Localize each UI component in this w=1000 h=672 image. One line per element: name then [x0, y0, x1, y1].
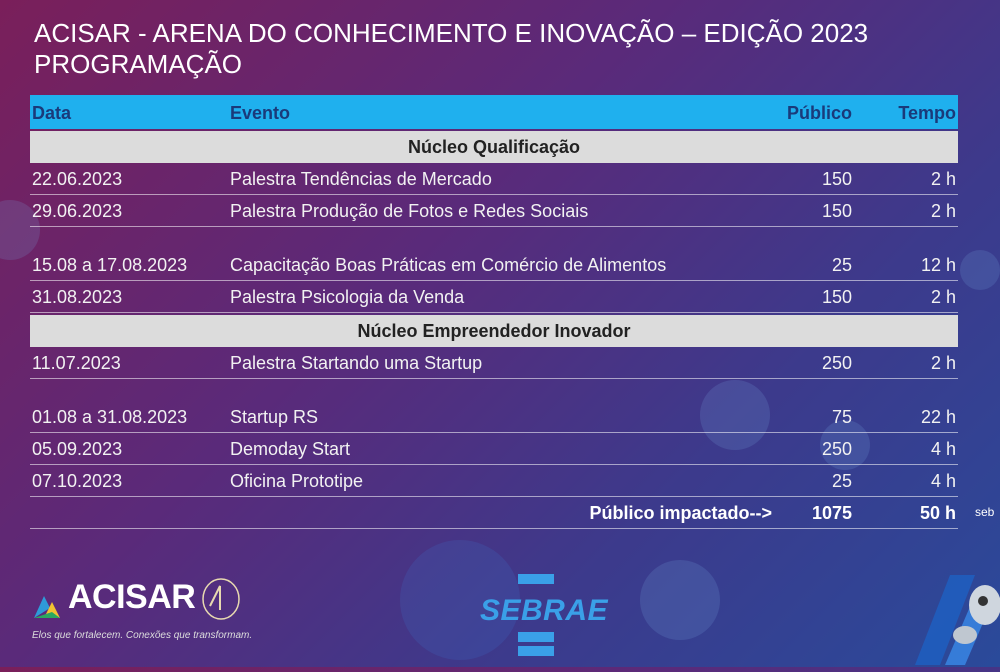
table-row: 11.07.2023 Palestra Startando uma Startu…	[30, 347, 958, 379]
row-time: 12 h	[920, 255, 956, 275]
row-date: 05.09.2023	[32, 439, 123, 459]
section-title: Núcleo Empreendedor Inovador	[30, 315, 958, 347]
bokeh-light	[700, 380, 770, 450]
schedule-table: Data Evento Público Tempo Núcleo Qualifi…	[30, 95, 958, 529]
row-time: 2 h	[930, 353, 956, 373]
table-row: 01.08 a 31.08.2023 Startup RS 75 22 h	[30, 401, 958, 433]
header-date: Data	[32, 103, 72, 123]
row-time: 2 h	[930, 201, 956, 221]
robot-illustration: seb	[905, 505, 1000, 667]
table-row: 05.09.2023 Demoday Start 250 4 h	[30, 433, 958, 465]
row-public: 150	[821, 201, 852, 221]
title-line-1: ACISAR - ARENA DO CONHECIMENTO E INOVAÇÃ…	[34, 18, 869, 48]
row-public: 25	[831, 255, 852, 275]
row-gap	[30, 227, 958, 249]
robot-icon	[915, 575, 1000, 665]
acisar-wordmark: ACISAR	[68, 578, 196, 616]
row-event: Palestra Tendências de Mercado	[230, 169, 492, 189]
bokeh-light	[400, 540, 520, 660]
row-date: 31.08.2023	[32, 287, 123, 307]
row-date: 29.06.2023	[32, 201, 123, 221]
bokeh-light	[820, 420, 870, 470]
row-public: 150	[821, 169, 852, 189]
page-title: ACISAR - ARENA DO CONHECIMENTO E INOVAÇÃ…	[34, 18, 868, 80]
row-time: 4 h	[930, 471, 956, 491]
total-time: 50 h	[919, 503, 956, 523]
row-public: 75	[831, 407, 852, 427]
table-header: Data Evento Público Tempo	[30, 95, 958, 129]
table-row: 07.10.2023 Oficina Prototipe 25 4 h	[30, 465, 958, 497]
header-time: Tempo	[898, 103, 956, 123]
total-public: 1075	[811, 503, 852, 523]
robot-text: seb	[975, 505, 995, 519]
row-event: Palestra Psicologia da Venda	[230, 287, 465, 307]
total-label: Público impactado-->	[589, 503, 772, 523]
row-public: 150	[821, 287, 852, 307]
total-row: Público impactado--> 1075 50 h	[30, 497, 958, 529]
row-time: 2 h	[930, 169, 956, 189]
row-gap	[30, 379, 958, 401]
row-date: 22.06.2023	[32, 169, 123, 189]
row-event: Startup RS	[230, 407, 319, 427]
row-time: 22 h	[920, 407, 956, 427]
row-event: Palestra Startando uma Startup	[230, 353, 483, 373]
table-row: 31.08.2023 Palestra Psicologia da Venda …	[30, 281, 958, 313]
row-public: 250	[821, 439, 852, 459]
bokeh-light	[640, 560, 720, 640]
anniversary-icon	[202, 578, 240, 620]
bokeh-light	[960, 250, 1000, 290]
table-row: 22.06.2023 Palestra Tendências de Mercad…	[30, 163, 958, 195]
row-public: 250	[821, 353, 852, 373]
table-row: 29.06.2023 Palestra Produção de Fotos e …	[30, 195, 958, 227]
row-date: 07.10.2023	[32, 471, 123, 491]
header-event: Evento	[230, 103, 291, 123]
section-title: Núcleo Qualificação	[30, 131, 958, 163]
table-row: 15.08 a 17.08.2023 Capacitação Boas Prát…	[30, 249, 958, 281]
row-event: Palestra Produção de Fotos e Redes Socia…	[230, 201, 589, 221]
row-time: 4 h	[930, 439, 956, 459]
acisar-tagline: Elos que fortalecem. Conexões que transf…	[32, 630, 253, 641]
row-time: 2 h	[930, 287, 956, 307]
row-public: 25	[831, 471, 852, 491]
row-event: Capacitação Boas Práticas em Comércio de…	[230, 255, 667, 275]
sebrae-wordmark: SEBRAE	[480, 594, 609, 627]
row-event: Oficina Prototipe	[230, 471, 364, 491]
row-date: 11.07.2023	[32, 353, 121, 373]
title-line-2: PROGRAMAÇÃO	[34, 49, 243, 79]
sebrae-mark-icon	[518, 574, 554, 656]
row-date: 15.08 a 17.08.2023	[32, 255, 188, 275]
acisar-mark-icon	[34, 596, 60, 618]
row-event: Demoday Start	[230, 439, 351, 459]
row-date: 01.08 a 31.08.2023	[32, 407, 188, 427]
header-public: Público	[786, 103, 852, 123]
